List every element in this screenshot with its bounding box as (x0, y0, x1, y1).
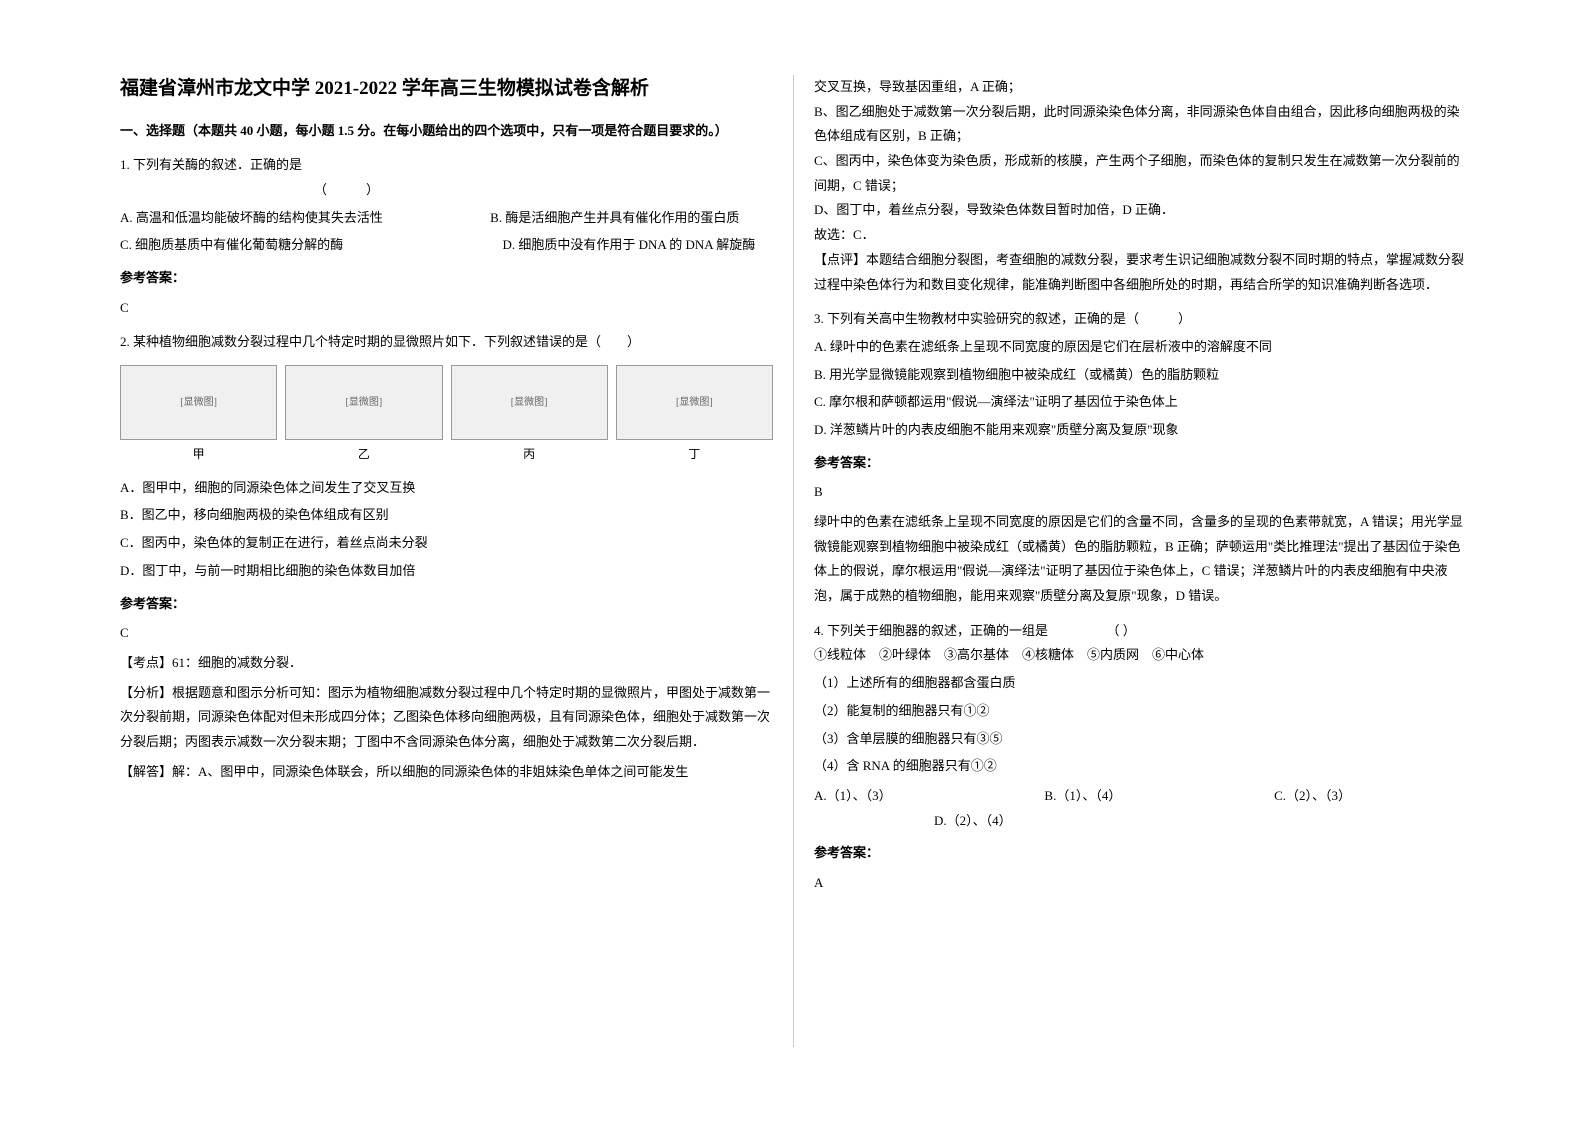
q2-caption-1: 甲 (120, 443, 277, 466)
q2-kaodian: 【考点】61：细胞的减数分裂． (120, 651, 773, 676)
q2-guxuan: 故选：C． (814, 223, 1467, 248)
q2-dianping: 【点评】本题结合细胞分裂图，考查细胞的减数分裂，要求考生识记细胞减数分裂不同时期… (814, 248, 1467, 297)
q1-opt-c: C. 细胞质基质中有催化葡萄糖分解的酶 (120, 237, 343, 252)
q2-caption-2: 乙 (285, 443, 442, 466)
q4-opt-c: C.（2）、（3） (1274, 788, 1351, 803)
q2-answer: C (120, 621, 773, 646)
q1-opt-a: A. 高温和低温均能破坏酶的结构使其失去活性 (120, 210, 383, 225)
question-2: 2. 某种植物细胞减数分裂过程中几个特定时期的显微照片如下．下列叙述错误的是（ … (120, 330, 773, 583)
q4-opt-d: D.（2）、（4） (934, 809, 1467, 834)
q4-stem: 4. 下列关于细胞器的叙述，正确的一组是 （ ） (814, 619, 1467, 644)
q3-opt-a: A. 绿叶中的色素在滤纸条上呈现不同宽度的原因是它们在层析液中的溶解度不同 (814, 335, 1467, 360)
q4-sub-2: （2）能复制的细胞器只有①② (814, 699, 1467, 724)
q2-opt-b: B．图乙中，移向细胞两极的染色体组成有区别 (120, 503, 773, 528)
q2-caption-4: 丁 (616, 443, 773, 466)
q3-explain: 绿叶中的色素在滤纸条上呈现不同宽度的原因是它们的含量不同，含量多的呈现的色素带就… (814, 510, 1467, 609)
q3-answer-label: 参考答案： (814, 451, 1467, 476)
q2-line-c: C、图丙中，染色体变为染色质，形成新的核膜，产生两个子细胞，而染色体的复制只发生… (814, 149, 1467, 198)
q1-stem: 1. 下列有关酶的叙述．正确的是 (120, 153, 773, 178)
q1-answer-label: 参考答案： (120, 266, 773, 291)
exam-title: 福建省漳州市龙文中学 2021-2022 学年高三生物模拟试卷含解析 (120, 75, 773, 104)
q4-answer-label: 参考答案： (814, 841, 1467, 866)
q4-opt-b: B.（1）、（4） (1044, 788, 1114, 803)
q2-image-3: [显微图] 丙 (451, 365, 608, 466)
microscope-image-1: [显微图] (120, 365, 277, 440)
microscope-image-3: [显微图] (451, 365, 608, 440)
q1-options-row1: A. 高温和低温均能破坏酶的结构使其失去活性 B. 酶是活细胞产生并具有催化作用… (120, 206, 773, 231)
q4-opt-a: A.（1）、（3） (814, 788, 885, 803)
q4-sub-4: （4）含 RNA 的细胞器只有①② (814, 754, 1467, 779)
q3-opt-c: C. 摩尔根和萨顿都运用"假说—演绎法"证明了基因位于染色体上 (814, 390, 1467, 415)
left-column: 福建省漳州市龙文中学 2021-2022 学年高三生物模拟试卷含解析 一、选择题… (100, 75, 794, 1047)
microscope-image-2: [显微图] (285, 365, 442, 440)
q1-answer: C (120, 296, 773, 321)
q3-stem: 3. 下列有关高中生物教材中实验研究的叙述，正确的是（ ） (814, 307, 1467, 332)
question-1: 1. 下列有关酶的叙述．正确的是 （ ） A. 高温和低温均能破坏酶的结构使其失… (120, 153, 773, 258)
q2-images: [显微图] 甲 [显微图] 乙 [显微图] 丙 [显微图] 丁 (120, 365, 773, 466)
q1-paren: （ ） (0, 178, 773, 203)
q2-caption-3: 丙 (451, 443, 608, 466)
q2-opt-a: A．图甲中，细胞的同源染色体之间发生了交叉互换 (120, 476, 773, 501)
question-3: 3. 下列有关高中生物教材中实验研究的叙述，正确的是（ ） A. 绿叶中的色素在… (814, 307, 1467, 442)
q4-options-row: A.（1）、（3） B.（1）、（4） C.（2）、（3） (814, 784, 1467, 809)
q2-image-4: [显微图] 丁 (616, 365, 773, 466)
question-4: 4. 下列关于细胞器的叙述，正确的一组是 （ ） ①线粒体 ②叶绿体 ③高尔基体… (814, 619, 1467, 834)
q3-opt-b: B. 用光学显微镜能观察到植物细胞中被染成红（或橘黄）色的脂肪颗粒 (814, 363, 1467, 388)
q2-answer-label: 参考答案： (120, 592, 773, 617)
microscope-image-4: [显微图] (616, 365, 773, 440)
q2-line-b: B、图乙细胞处于减数第一次分裂后期，此时同源染染色体分离，非同源染色体自由组合，… (814, 100, 1467, 149)
q2-image-1: [显微图] 甲 (120, 365, 277, 466)
q4-answer: A (814, 871, 1467, 896)
q4-sub-1: （1）上述所有的细胞器都含蛋白质 (814, 671, 1467, 696)
q2-opt-d: D．图丁中，与前一时期相比细胞的染色体数目加倍 (120, 559, 773, 584)
section-header: 一、选择题（本题共 40 小题，每小题 1.5 分。在每小题给出的四个选项中，只… (120, 119, 773, 144)
q1-opt-b: B. 酶是活细胞产生并具有催化作用的蛋白质 (490, 210, 739, 225)
q2-opt-c: C．图丙中，染色体的复制正在进行，着丝点尚未分裂 (120, 531, 773, 556)
q2-image-2: [显微图] 乙 (285, 365, 442, 466)
q1-options-row2: C. 细胞质基质中有催化葡萄糖分解的酶 D. 细胞质中没有作用于 DNA 的 D… (120, 233, 773, 258)
right-column: 交叉互换，导致基因重组，A 正确； B、图乙细胞处于减数第一次分裂后期，此时同源… (794, 75, 1487, 1047)
q1-opt-d: D. 细胞质中没有作用于 DNA 的 DNA 解旋酶 (502, 237, 755, 252)
q2-continue-1: 交叉互换，导致基因重组，A 正确； (814, 75, 1467, 100)
q4-items: ①线粒体 ②叶绿体 ③高尔基体 ④核糖体 ⑤内质网 ⑥中心体 (814, 643, 1467, 668)
q3-opt-d: D. 洋葱鳞片叶的内表皮细胞不能用来观察"质壁分离及复原"现象 (814, 418, 1467, 443)
q2-stem: 2. 某种植物细胞减数分裂过程中几个特定时期的显微照片如下．下列叙述错误的是（ … (120, 330, 773, 355)
q2-jieda: 【解答】解：A、图甲中，同源染色体联会，所以细胞的同源染色体的非姐妹染色单体之间… (120, 760, 773, 785)
q3-answer: B (814, 480, 1467, 505)
q2-line-d: D、图丁中，着丝点分裂，导致染色体数目暂时加倍，D 正确． (814, 198, 1467, 223)
q2-fenxi: 【分析】根据题意和图示分析可知：图示为植物细胞减数分裂过程中几个特定时期的显微照… (120, 681, 773, 755)
q4-sub-3: （3）含单层膜的细胞器只有③⑤ (814, 727, 1467, 752)
